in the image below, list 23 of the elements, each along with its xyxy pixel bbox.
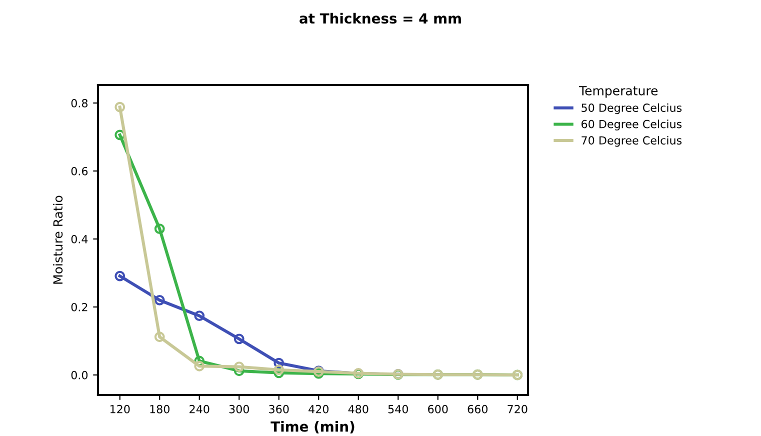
x-tick-label: 180 [150, 404, 170, 414]
x-tick-label: 360 [269, 404, 289, 414]
chart-title: at Thickness = 4 mm [300, 12, 461, 24]
y-tick-label: 0.0 [71, 370, 88, 380]
y-axis-title: Moisture Ratio [52, 196, 63, 284]
x-tick-label: 120 [110, 404, 130, 414]
legend-label: 60 Degree Celcius [582, 120, 682, 130]
x-tick-label: 540 [388, 404, 408, 414]
x-tick-label: 480 [348, 404, 368, 414]
y-tick-label: 0.8 [71, 98, 88, 108]
x-tick-label: 420 [308, 404, 328, 414]
legend-title: Temperature [579, 86, 658, 98]
x-tick-label: 660 [468, 404, 488, 414]
legend-label: 70 Degree Celcius [582, 136, 682, 147]
x-tick-label: 600 [428, 404, 448, 414]
x-axis-title: Time (min) [270, 421, 354, 434]
x-tick-label: 300 [229, 404, 249, 414]
x-tick-label: 720 [508, 404, 528, 414]
legend-label: 50 Degree Celcius [582, 103, 682, 114]
y-tick-label: 0.2 [71, 302, 88, 312]
y-tick-label: 0.6 [71, 166, 88, 176]
x-tick-label: 240 [190, 404, 210, 414]
y-tick-label: 0.4 [71, 234, 88, 244]
